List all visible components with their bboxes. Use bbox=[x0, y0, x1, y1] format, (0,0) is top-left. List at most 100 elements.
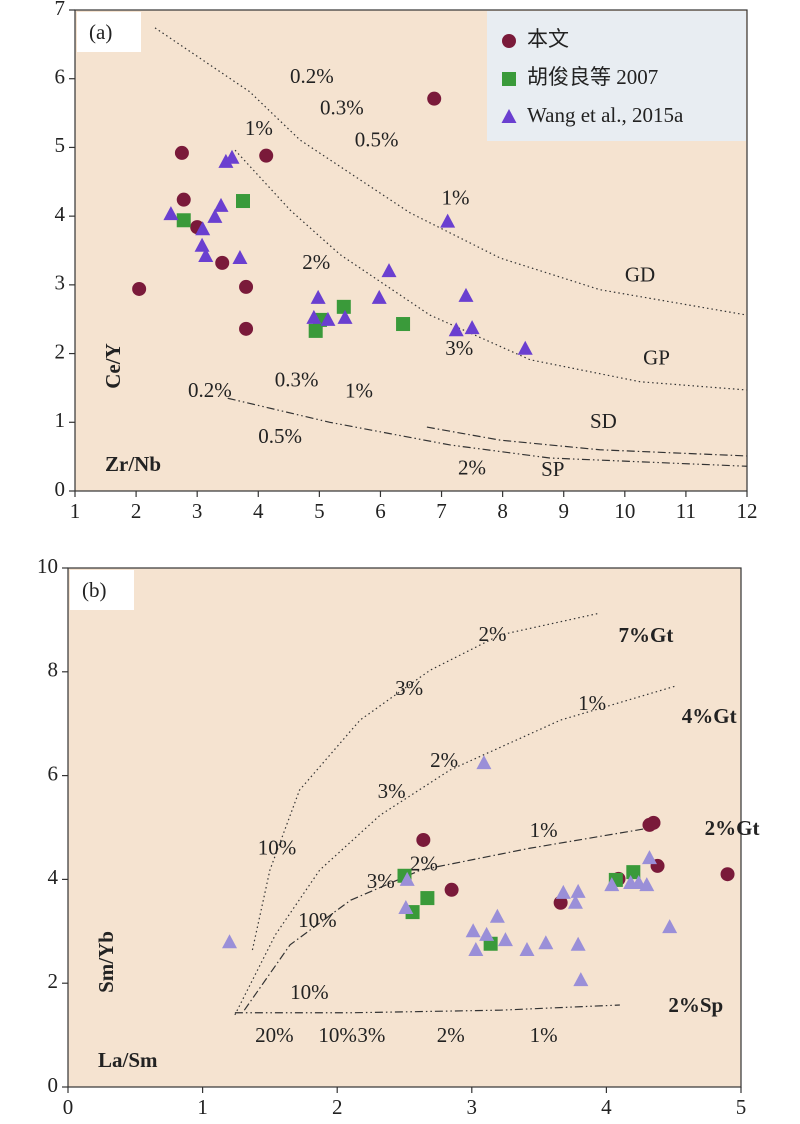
annotation: 1% bbox=[578, 691, 606, 715]
y-tick-label: 5 bbox=[55, 133, 66, 157]
point bbox=[239, 321, 254, 336]
point bbox=[427, 91, 442, 106]
x-tick-label: 12 bbox=[737, 499, 758, 523]
point bbox=[662, 919, 678, 934]
annotation: 7%Gt bbox=[619, 623, 674, 647]
point bbox=[337, 309, 353, 324]
legend-entry: Wang et al., 2015a bbox=[501, 103, 684, 127]
point bbox=[132, 281, 147, 296]
annotation: 0.2% bbox=[290, 64, 334, 88]
point bbox=[639, 877, 655, 892]
point bbox=[476, 755, 492, 770]
annotation: SP bbox=[541, 457, 564, 481]
model-curve bbox=[243, 827, 650, 1011]
point bbox=[232, 250, 248, 265]
point bbox=[465, 923, 481, 938]
annotation: 2% bbox=[479, 622, 507, 646]
point bbox=[720, 867, 735, 882]
legend-entry: 胡俊良等 2007 bbox=[502, 65, 658, 89]
annotation: 0.2% bbox=[188, 378, 232, 402]
legend-marker bbox=[502, 72, 516, 86]
annotation: 3% bbox=[395, 676, 423, 700]
annotation: 10% bbox=[290, 980, 329, 1004]
plot-area bbox=[67, 567, 742, 1088]
point bbox=[207, 208, 223, 223]
point bbox=[224, 149, 240, 164]
point bbox=[464, 320, 480, 335]
point bbox=[320, 311, 336, 326]
point bbox=[310, 289, 326, 304]
point bbox=[371, 289, 387, 304]
x-tick-label: 1 bbox=[197, 1095, 208, 1119]
x-tick-label: 5 bbox=[736, 1095, 747, 1119]
annotation: 10% bbox=[258, 836, 297, 860]
point bbox=[570, 883, 586, 898]
point bbox=[440, 213, 456, 228]
y-axis-label: Ce/Y bbox=[101, 343, 125, 389]
y-tick-label: 1 bbox=[55, 408, 66, 432]
panel-label-box bbox=[77, 12, 141, 52]
point bbox=[176, 192, 191, 207]
x-tick-label: 6 bbox=[375, 499, 386, 523]
x-tick-label: 9 bbox=[558, 499, 569, 523]
model-curve bbox=[227, 397, 748, 467]
x-tick-label: 7 bbox=[436, 499, 447, 523]
y-tick-label: 3 bbox=[55, 271, 66, 295]
x-tick-label: 2 bbox=[332, 1095, 343, 1119]
annotation: 3% bbox=[357, 1023, 385, 1047]
legend-marker bbox=[502, 34, 516, 48]
point bbox=[198, 247, 214, 262]
point bbox=[213, 197, 229, 212]
legend-label: Wang et al., 2015a bbox=[527, 103, 684, 127]
legend-label: 本文 bbox=[527, 27, 569, 51]
model-curve bbox=[154, 27, 748, 316]
point bbox=[626, 865, 641, 880]
annotation: 3% bbox=[367, 869, 395, 893]
x-tick-label: 11 bbox=[676, 499, 696, 523]
point bbox=[458, 287, 474, 302]
point bbox=[336, 299, 351, 314]
point bbox=[604, 877, 620, 892]
point bbox=[215, 255, 230, 270]
point bbox=[163, 206, 179, 221]
x-tick-label: 0 bbox=[63, 1095, 74, 1119]
point bbox=[444, 882, 459, 897]
point bbox=[398, 899, 414, 914]
point bbox=[195, 221, 211, 236]
x-axis-label: La/Sm bbox=[98, 1048, 158, 1072]
y-tick-label: 6 bbox=[55, 65, 66, 89]
annotation: 4%Gt bbox=[682, 704, 737, 728]
model-curve bbox=[251, 612, 600, 951]
point bbox=[517, 340, 533, 355]
point bbox=[308, 323, 323, 338]
point bbox=[555, 884, 571, 899]
point bbox=[239, 279, 254, 294]
annotation: 2% bbox=[437, 1023, 465, 1047]
point bbox=[489, 908, 505, 923]
point bbox=[222, 934, 238, 949]
annotation: 10% bbox=[298, 908, 337, 932]
y-tick-label: 6 bbox=[48, 761, 59, 785]
y-tick-label: 2 bbox=[55, 339, 66, 363]
annotation: 0.5% bbox=[258, 424, 302, 448]
annotation: 1% bbox=[345, 379, 373, 403]
annotation: 2% bbox=[430, 748, 458, 772]
annotation: 10% bbox=[318, 1023, 357, 1047]
annotation: 0.5% bbox=[355, 128, 399, 152]
point bbox=[176, 213, 191, 228]
x-axis-label: Zr/Nb bbox=[105, 452, 161, 476]
panel-label: (b) bbox=[82, 578, 107, 602]
point bbox=[553, 895, 568, 910]
annotation: 0.3% bbox=[275, 368, 319, 392]
annotation: SD bbox=[590, 409, 617, 433]
y-tick-label: 0 bbox=[48, 1073, 59, 1097]
x-tick-label: 3 bbox=[192, 499, 203, 523]
panel-label-box bbox=[70, 570, 134, 610]
y-axis-label: Sm/Yb bbox=[94, 931, 118, 993]
legend-entry: 本文 bbox=[502, 27, 569, 51]
panel-label: (a) bbox=[89, 20, 112, 44]
y-tick-label: 7 bbox=[55, 0, 66, 20]
annotation: GP bbox=[643, 346, 670, 370]
